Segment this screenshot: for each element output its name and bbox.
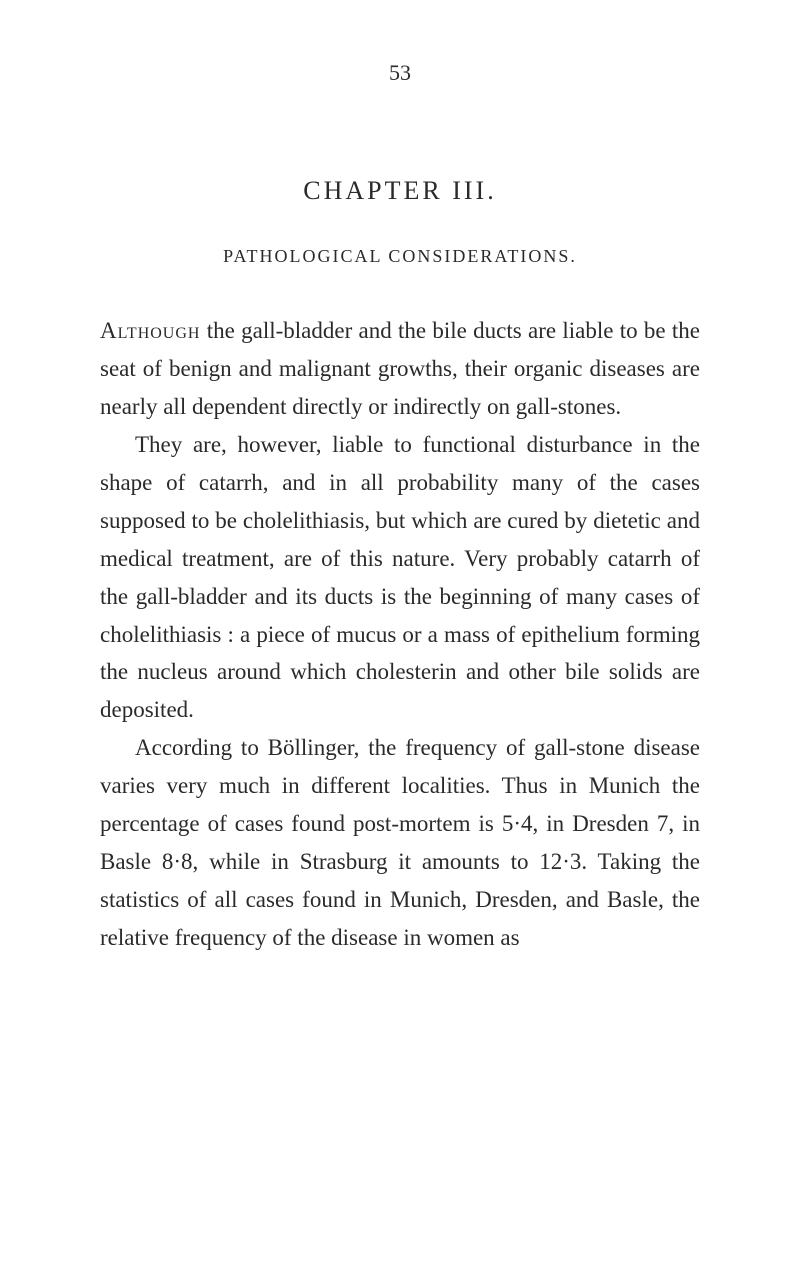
lead-word: Although (100, 318, 200, 343)
chapter-title: CHAPTER III. (100, 176, 700, 206)
page-number: 53 (100, 60, 700, 86)
body-text: Although the gall-bladder and the bile d… (100, 312, 700, 957)
section-title: PATHOLOGICAL CONSIDERATIONS. (100, 246, 700, 267)
paragraph-2: They are, however, liable to functional … (100, 426, 700, 730)
paragraph-1: Although the gall-bladder and the bile d… (100, 312, 700, 426)
paragraph-3: According to Böllinger, the frequency of… (100, 729, 700, 957)
